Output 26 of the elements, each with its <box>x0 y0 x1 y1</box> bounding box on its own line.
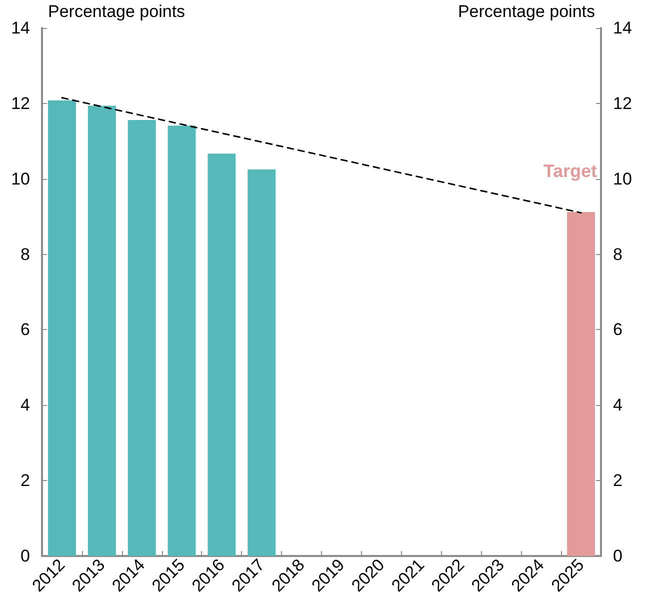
y-axis-title: Percentage points <box>48 2 186 21</box>
y2-tick-label: 10 <box>613 169 632 188</box>
bar <box>128 120 156 556</box>
y2-tick-label: 12 <box>613 94 632 113</box>
y2-tick-label: 4 <box>613 396 622 415</box>
y-tick-label: 2 <box>20 471 30 490</box>
y2-tick-label: 0 <box>613 546 622 566</box>
bar <box>48 100 76 556</box>
y2-tick-label: 6 <box>613 320 622 340</box>
y-tick-label: 12 <box>11 94 30 113</box>
bar <box>248 169 276 556</box>
y-tick-label: 14 <box>11 18 30 38</box>
y-tick-label: 10 <box>11 169 30 188</box>
y2-tick-label: 8 <box>613 244 622 264</box>
y-tick-label: 0 <box>20 546 30 566</box>
bar <box>168 126 196 556</box>
y-tick-label: 8 <box>20 244 30 264</box>
bar <box>567 212 596 556</box>
bar <box>88 106 116 556</box>
annotation: Target <box>543 161 598 181</box>
y2-tick-label: 2 <box>613 471 622 490</box>
y2-axis-title: Percentage points <box>458 2 595 21</box>
y-tick-label: 6 <box>20 320 30 340</box>
y-tick-label: 4 <box>20 396 30 415</box>
bar <box>208 154 236 556</box>
y2-tick-label: 14 <box>613 18 632 38</box>
